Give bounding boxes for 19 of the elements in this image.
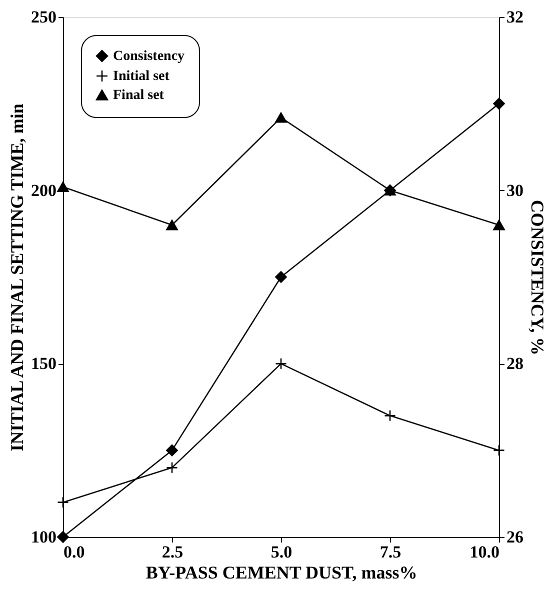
y2-tick-label: 32 [506, 8, 524, 26]
y2-tick-label: 26 [506, 528, 524, 546]
legend-label: Initial set [113, 69, 170, 84]
y-axis-title: INITIAL AND FINAL SETTING TIME, min [7, 104, 27, 452]
y-tick-label: 100 [31, 528, 56, 546]
x-axis-title: BY-PASS CEMENT DUST, mass% [146, 562, 418, 582]
legend-label: Final set [113, 88, 164, 103]
y2-axis-title: CONSISTENCY, % [528, 200, 548, 356]
y-tick-label: 200 [31, 180, 56, 200]
x-tick-label: 0.0 [64, 542, 85, 562]
y2-tick-label: 30 [506, 180, 524, 200]
legend-label: Consistency [113, 49, 185, 64]
x-tick-label: 2.5 [162, 542, 184, 562]
y2-tick-label: 28 [506, 354, 524, 374]
y-tick-label: 150 [31, 354, 56, 374]
x-tick-label: 7.5 [380, 542, 402, 562]
x-tick-label: 5.0 [270, 542, 292, 562]
y-tick-label: 250 [31, 8, 56, 26]
x-tick-label: 10.0 [470, 542, 500, 562]
